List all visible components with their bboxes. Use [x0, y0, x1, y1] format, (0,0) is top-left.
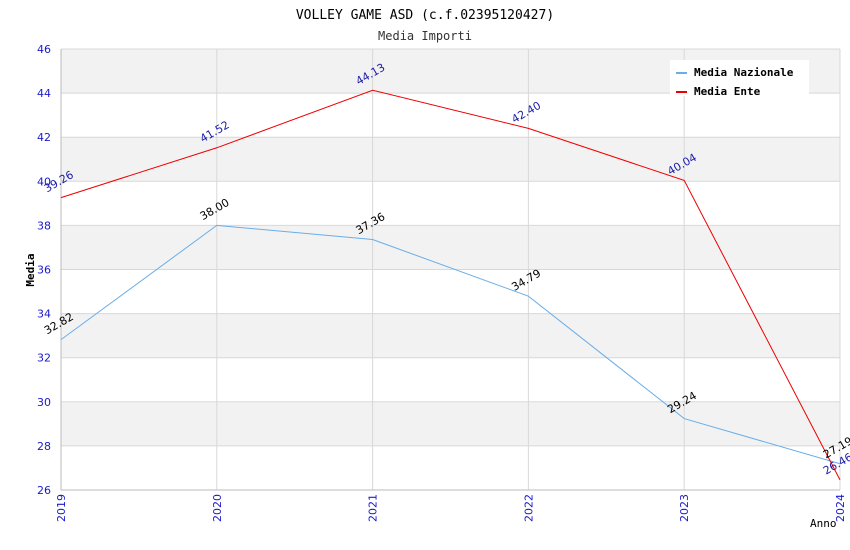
- y-tick-label: 34: [37, 308, 51, 321]
- y-tick-label: 28: [37, 440, 51, 453]
- y-tick-label: 42: [37, 131, 51, 144]
- x-axis-ticks: 2019 2020 2021 2022 2023 2024: [55, 494, 847, 522]
- x-tick-label: 2020: [211, 494, 224, 522]
- legend-label: Media Ente: [694, 85, 761, 98]
- x-tick-label: 2021: [367, 494, 380, 522]
- plot-band: [61, 137, 840, 182]
- y-tick-label: 26: [37, 484, 51, 497]
- x-tick-label: 2023: [678, 494, 691, 522]
- x-tick-label: 2022: [522, 494, 535, 522]
- series-lines: [60, 89, 841, 481]
- plot-band: [61, 401, 840, 446]
- y-axis-label: Media: [24, 253, 37, 286]
- y-tick-label: 36: [37, 264, 51, 277]
- y-tick-label: 44: [37, 87, 51, 100]
- x-axis-label: Anno: [810, 517, 837, 530]
- gridlines: [60, 48, 841, 491]
- chart-title: VOLLEY GAME ASD (c.f.02395120427): [296, 8, 554, 23]
- y-tick-label: 40: [37, 175, 51, 188]
- legend-label: Media Nazionale: [694, 66, 794, 79]
- plot-band: [61, 93, 840, 138]
- y-tick-label: 38: [37, 219, 51, 232]
- series-line-media-ente: [60, 89, 841, 481]
- y-tick-label: 30: [37, 396, 51, 409]
- plot-band: [61, 357, 840, 402]
- y-tick-label: 46: [37, 43, 51, 56]
- series-line-media-nazionale: [60, 224, 841, 465]
- plot-band: [61, 313, 840, 358]
- chart-subtitle: Media Importi: [378, 29, 472, 43]
- x-tick-label: 2019: [55, 494, 68, 522]
- y-axis-ticks: 26 28 30 32 34 36 38 40 42 44 46: [37, 43, 51, 497]
- plot-band: [61, 181, 840, 226]
- plot-band: [61, 225, 840, 270]
- legend-box: [670, 60, 809, 96]
- plot-band: [61, 269, 840, 314]
- x-tick-label: 2024: [834, 494, 847, 522]
- legend: Media Nazionale Media Ente: [670, 60, 809, 98]
- plot-band: [61, 445, 840, 490]
- y-tick-label: 32: [37, 352, 51, 365]
- plot-background-bands: [61, 49, 840, 490]
